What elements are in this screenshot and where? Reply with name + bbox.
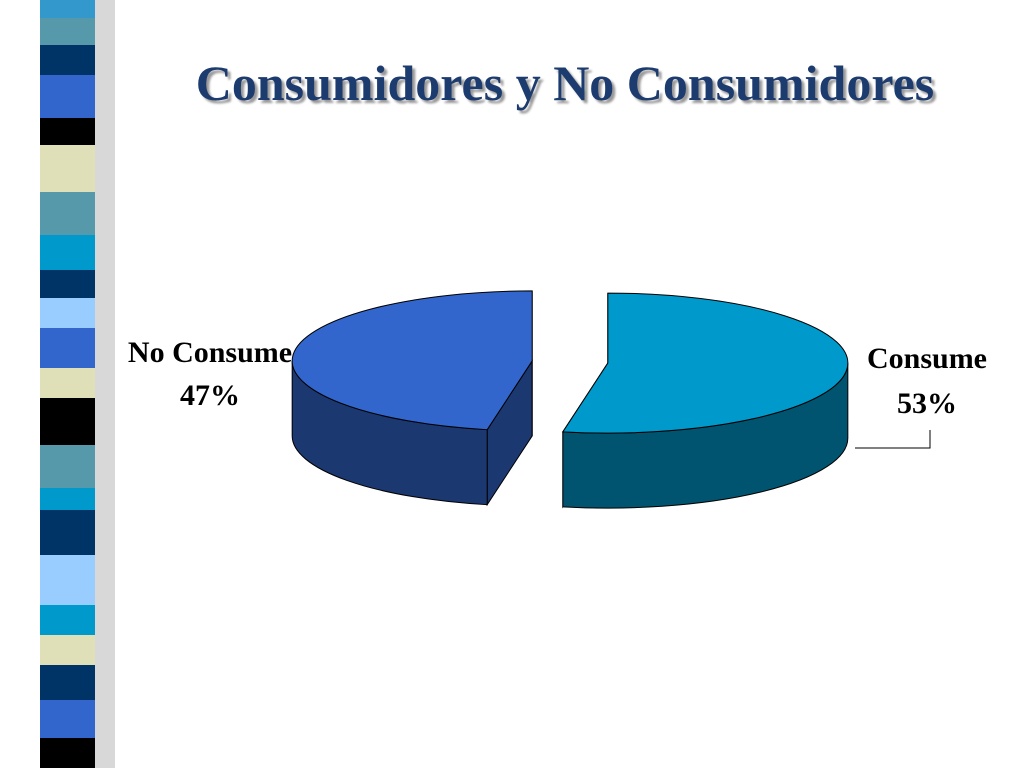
pie [291,290,849,509]
decor-square [40,235,95,270]
pie-slice [291,290,533,507]
decor-square [40,445,95,488]
decor-square [40,270,95,298]
decor-square [40,118,95,145]
decor-square [40,0,95,18]
strip-shadow [95,0,115,768]
decor-square [40,298,95,328]
value-label: 53% [897,387,957,420]
decor-square [40,605,95,635]
decor-square [40,145,95,192]
leader-line [855,430,931,449]
decor-square [40,368,95,398]
decor-square [40,488,95,510]
decor-square [40,192,95,235]
decor-square [40,700,95,738]
slice-label: Consume [867,342,987,375]
decor-square [40,555,95,605]
slice-label: No Consume [128,336,292,369]
decor-square [40,738,95,768]
slice-top [291,290,533,431]
decor-square [40,635,95,665]
decor-square [40,18,95,45]
slice-top [561,292,849,434]
decor-square [40,45,95,75]
decor-strip [40,0,95,768]
decor-square [40,328,95,368]
decor-square [40,75,95,118]
pie-slice [561,292,849,509]
decor-square [40,665,95,700]
decor-square [40,510,95,555]
decor-square [40,398,95,445]
value-label: 47% [180,379,240,412]
chart-title: Consumidores y No Consumidores [196,55,935,111]
